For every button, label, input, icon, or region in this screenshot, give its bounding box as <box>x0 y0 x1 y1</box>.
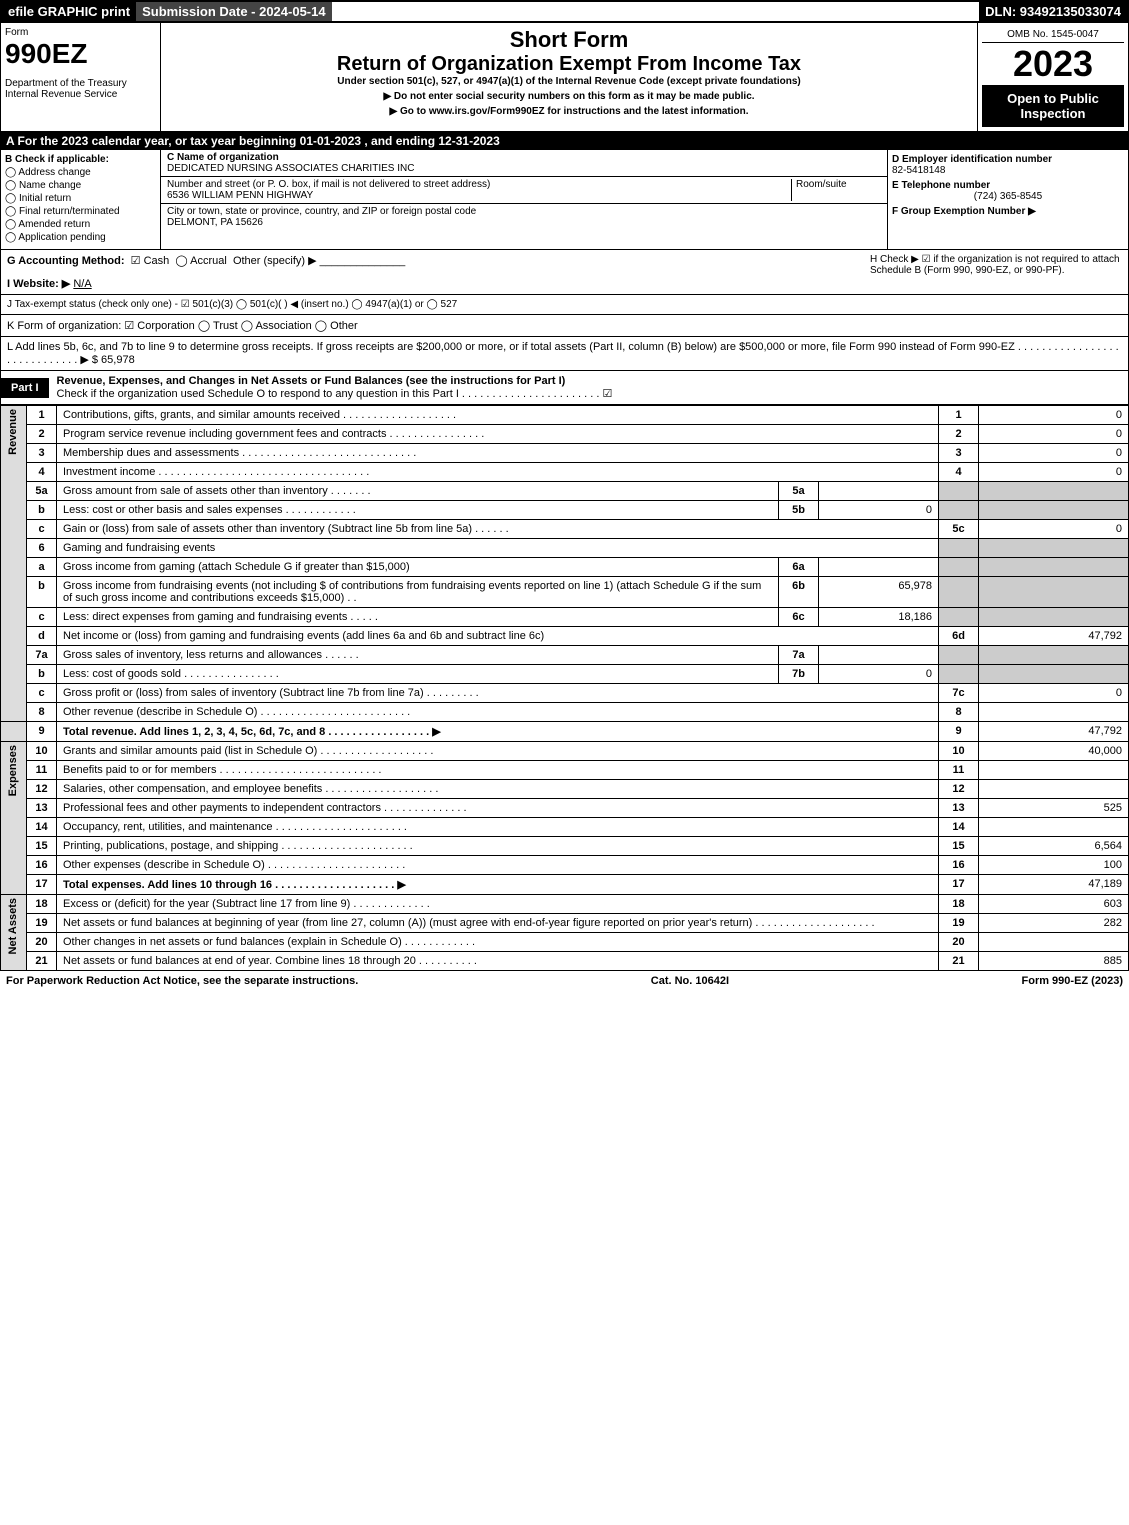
line-4: 4Investment income . . . . . . . . . . .… <box>1 463 1129 482</box>
chk-amended-return[interactable]: ◯ Amended return <box>5 219 156 230</box>
row-l-gross-receipts: L Add lines 5b, 6c, and 7b to line 9 to … <box>0 337 1129 371</box>
header-center: Short Form Return of Organization Exempt… <box>161 23 978 131</box>
short-form-title: Short Form <box>165 27 973 53</box>
ein: 82-5418148 <box>892 165 1124 176</box>
header-left: Form 990EZ Department of the Treasury In… <box>1 23 161 131</box>
chk-name-change[interactable]: ◯ Name change <box>5 180 156 191</box>
line-10: Expenses 10Grants and similar amounts pa… <box>1 742 1129 761</box>
part-1-header: Part I Revenue, Expenses, and Changes in… <box>0 371 1129 405</box>
part-1-label: Part I <box>1 378 49 398</box>
line-13: 13Professional fees and other payments t… <box>1 799 1129 818</box>
line-20: 20Other changes in net assets or fund ba… <box>1 933 1129 952</box>
line-14: 14Occupancy, rent, utilities, and mainte… <box>1 818 1129 837</box>
line-9: 9Total revenue. Add lines 1, 2, 3, 4, 5c… <box>1 722 1129 742</box>
open-to-public: Open to Public Inspection <box>982 85 1124 127</box>
line-6c: cLess: direct expenses from gaming and f… <box>1 608 1129 627</box>
top-bar: efile GRAPHIC print Submission Date - 20… <box>0 0 1129 23</box>
org-street: 6536 WILLIAM PENN HIGHWAY <box>167 190 791 201</box>
efile-label[interactable]: efile GRAPHIC print <box>2 2 136 21</box>
line-6a: aGross income from gaming (attach Schedu… <box>1 558 1129 577</box>
net-assets-label: Net Assets <box>7 898 19 954</box>
box-b-title: B Check if applicable: <box>5 154 156 165</box>
line-7c: cGross profit or (loss) from sales of in… <box>1 684 1129 703</box>
form-header: Form 990EZ Department of the Treasury In… <box>0 23 1129 132</box>
page-footer: For Paperwork Reduction Act Notice, see … <box>0 971 1129 991</box>
under-section: Under section 501(c), 527, or 4947(a)(1)… <box>165 76 973 87</box>
line-2: 2Program service revenue including gover… <box>1 425 1129 444</box>
label-ein: D Employer identification number <box>892 154 1124 165</box>
line-7a: 7aGross sales of inventory, less returns… <box>1 646 1129 665</box>
section-g-h-i: G Accounting Method: ☑ Cash ◯ Accrual Ot… <box>0 250 1129 295</box>
section-b-c-d-e-f: B Check if applicable: ◯ Address change … <box>0 150 1129 250</box>
return-title: Return of Organization Exempt From Incom… <box>165 53 973 76</box>
part-1-table: Revenue 1 Contributions, gifts, grants, … <box>0 405 1129 971</box>
expenses-label: Expenses <box>7 745 19 796</box>
line-5c: cGain or (loss) from sale of assets othe… <box>1 520 1129 539</box>
label-telephone: E Telephone number <box>892 180 1124 191</box>
footer-left: For Paperwork Reduction Act Notice, see … <box>6 975 358 987</box>
box-d-e-f: D Employer identification number 82-5418… <box>888 150 1128 249</box>
tax-year: 2023 <box>982 43 1124 85</box>
no-ssn-notice: ▶ Do not enter social security numbers o… <box>165 91 973 102</box>
line-17: 17Total expenses. Add lines 10 through 1… <box>1 875 1129 895</box>
line-15: 15Printing, publications, postage, and s… <box>1 837 1129 856</box>
dln: DLN: 93492135033074 <box>979 2 1127 21</box>
line-16: 16Other expenses (describe in Schedule O… <box>1 856 1129 875</box>
department: Department of the Treasury Internal Reve… <box>5 78 156 100</box>
chk-address-change[interactable]: ◯ Address change <box>5 167 156 178</box>
header-right: OMB No. 1545-0047 2023 Open to Public In… <box>978 23 1128 131</box>
line-7b: bLess: cost of goods sold . . . . . . . … <box>1 665 1129 684</box>
org-city: DELMONT, PA 15626 <box>167 217 881 228</box>
row-j-tax-exempt: J Tax-exempt status (check only one) - ☑… <box>0 295 1129 315</box>
omb-number: OMB No. 1545-0047 <box>982 27 1124 43</box>
submission-date: Submission Date - 2024-05-14 <box>136 2 332 21</box>
form-number: 990EZ <box>5 38 156 70</box>
line-5a: 5aGross amount from sale of assets other… <box>1 482 1129 501</box>
line-19: 19Net assets or fund balances at beginni… <box>1 914 1129 933</box>
form-word: Form <box>5 27 156 38</box>
row-i: I Website: ▶ N/A <box>7 277 862 290</box>
line-8: 8Other revenue (describe in Schedule O) … <box>1 703 1129 722</box>
chk-application-pending[interactable]: ◯ Application pending <box>5 232 156 243</box>
row-a-tax-year: A For the 2023 calendar year, or tax yea… <box>0 132 1129 150</box>
box-b: B Check if applicable: ◯ Address change … <box>1 150 161 249</box>
part-1-title: Revenue, Expenses, and Changes in Net As… <box>49 371 1128 404</box>
line-6d: dNet income or (loss) from gaming and fu… <box>1 627 1129 646</box>
telephone: (724) 365-8545 <box>892 191 1124 202</box>
chk-final-return[interactable]: ◯ Final return/terminated <box>5 206 156 217</box>
box-c: C Name of organization DEDICATED NURSING… <box>161 150 888 249</box>
line-3: 3Membership dues and assessments . . . .… <box>1 444 1129 463</box>
goto-link[interactable]: ▶ Go to www.irs.gov/Form990EZ for instru… <box>165 106 973 117</box>
line-12: 12Salaries, other compensation, and empl… <box>1 780 1129 799</box>
line-6b: bGross income from fundraising events (n… <box>1 577 1129 608</box>
line-21: 21Net assets or fund balances at end of … <box>1 952 1129 971</box>
line-6: 6Gaming and fundraising events <box>1 539 1129 558</box>
chk-initial-return[interactable]: ◯ Initial return <box>5 193 156 204</box>
org-name: DEDICATED NURSING ASSOCIATES CHARITIES I… <box>167 163 881 174</box>
line-5b: bLess: cost or other basis and sales exp… <box>1 501 1129 520</box>
revenue-label: Revenue <box>7 409 19 455</box>
row-k-form-of-org: K Form of organization: ☑ Corporation ◯ … <box>0 315 1129 337</box>
footer-right: Form 990-EZ (2023) <box>1022 975 1123 987</box>
label-street: Number and street (or P. O. box, if mail… <box>167 179 791 190</box>
row-h: H Check ▶ ☑ if the organization is not r… <box>862 254 1122 290</box>
row-g: G Accounting Method: ☑ Cash ◯ Accrual Ot… <box>7 254 862 267</box>
label-city: City or town, state or province, country… <box>167 206 881 217</box>
footer-center: Cat. No. 10642I <box>651 975 729 987</box>
label-org-name: C Name of organization <box>167 152 881 163</box>
line-1: Revenue 1 Contributions, gifts, grants, … <box>1 406 1129 425</box>
line-11: 11Benefits paid to or for members . . . … <box>1 761 1129 780</box>
line-18: Net Assets 18Excess or (deficit) for the… <box>1 895 1129 914</box>
room-suite: Room/suite <box>791 179 881 201</box>
label-group-exemption: F Group Exemption Number ▶ <box>892 206 1124 217</box>
